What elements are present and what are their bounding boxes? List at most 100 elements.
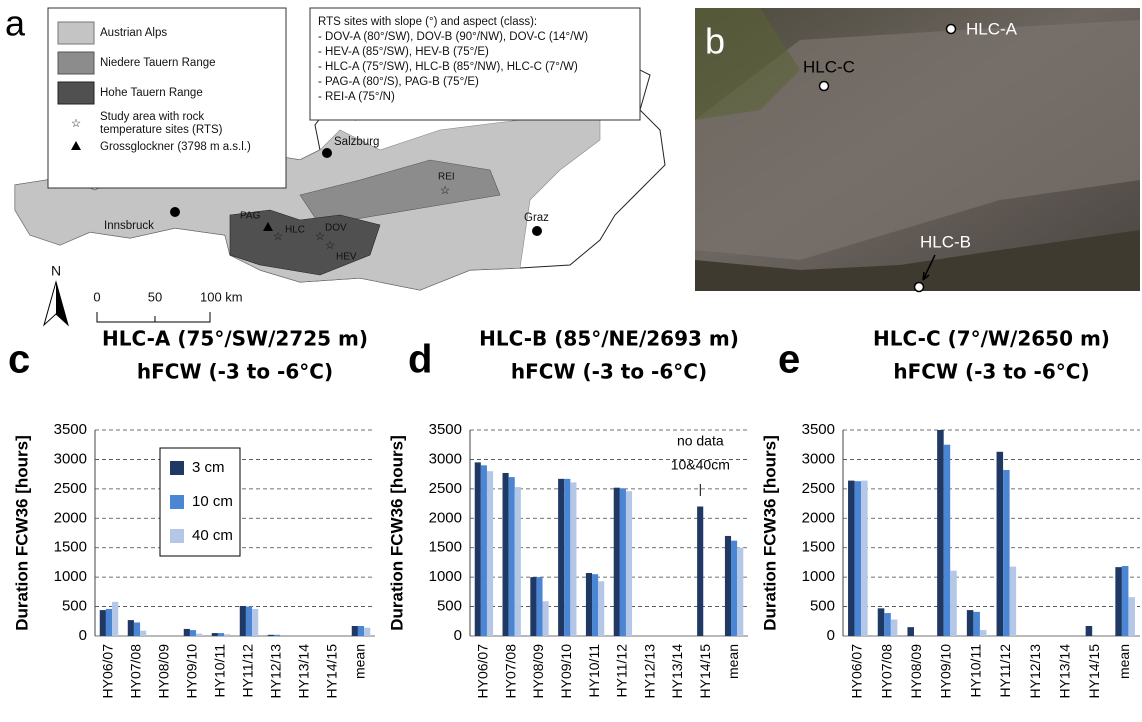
- bar: [1003, 470, 1010, 636]
- bar: [878, 608, 885, 636]
- place-label: Salzburg: [334, 136, 379, 148]
- bar: [112, 602, 118, 636]
- bar: [128, 620, 134, 636]
- bar: [364, 628, 370, 636]
- bar: [274, 635, 280, 636]
- legend-text: Austrian Alps: [100, 27, 167, 39]
- y-tick-label: 0: [454, 627, 462, 644]
- x-tick-label: HY06/07: [849, 644, 865, 699]
- chart-title: HLC-B (85°/NE/2693 m): [479, 327, 739, 351]
- bar: [944, 445, 951, 636]
- map: a ☆ Austrian Alps Niedere Tauern Range H…: [5, 3, 665, 325]
- site-label: HLC-B: [920, 232, 971, 251]
- panel-label: c: [8, 338, 30, 382]
- site-label: HLC-A: [966, 19, 1018, 38]
- bar: [967, 610, 974, 636]
- bar: [626, 491, 632, 636]
- bar: [134, 622, 140, 636]
- legend-text: Niedere Tauern Range: [100, 57, 216, 69]
- x-tick-label: HY09/10: [184, 644, 200, 699]
- x-tick-label: mean: [352, 644, 368, 679]
- legend-text: Hohe Tauern Range: [100, 87, 203, 99]
- bar: [950, 571, 957, 636]
- y-tick-label: 3500: [429, 421, 462, 438]
- legend-swatch: [170, 529, 184, 543]
- site-star: ☆: [273, 231, 283, 243]
- x-tick-label: HY14/15: [697, 644, 713, 699]
- info-line: - PAG-A (80°/S), PAG-B (75°/E): [318, 76, 479, 88]
- bar: [861, 481, 868, 636]
- charts: cHLC-A (75°/SW/2725 m)hFCW (-3 to -6°C)D…: [8, 327, 1140, 699]
- y-tick-label: 2000: [429, 509, 462, 526]
- bar: [503, 473, 509, 636]
- x-tick-label: HY13/14: [669, 644, 685, 699]
- x-tick-label: HY08/09: [156, 644, 172, 699]
- x-tick-label: HY06/07: [475, 644, 491, 699]
- bar: [614, 488, 620, 636]
- x-tick-label: HY07/08: [502, 644, 518, 699]
- legend-swatch: [170, 461, 184, 475]
- info-line: - REI-A (75°/N): [318, 91, 395, 103]
- bar: [530, 577, 536, 636]
- site-marker: [820, 82, 829, 91]
- x-tick-label: HY12/13: [641, 644, 657, 699]
- y-tick-label: 3000: [54, 450, 87, 467]
- x-tick-label: HY10/11: [212, 644, 228, 698]
- bar: [737, 548, 743, 636]
- y-tick-label: 2500: [802, 480, 835, 497]
- bar: [570, 482, 576, 636]
- bar: [725, 536, 731, 636]
- city-dot: [322, 148, 332, 158]
- legend-swatch: [58, 52, 94, 74]
- bar: [481, 465, 487, 636]
- north-label: N: [51, 263, 61, 279]
- site-star: ☆: [440, 185, 450, 197]
- x-tick-label: HY13/14: [296, 644, 312, 699]
- bar: [697, 507, 703, 636]
- scale-label: 50: [148, 289, 162, 304]
- y-tick-label: 500: [62, 598, 87, 615]
- y-tick-label: 2500: [429, 480, 462, 497]
- chart-title: HLC-C (7°/W/2650 m): [873, 327, 1110, 351]
- city-dot: [532, 226, 542, 236]
- legend-label: 10 cm: [192, 493, 233, 510]
- site-star: ☆: [315, 231, 325, 243]
- bar: [106, 609, 112, 636]
- figure: a ☆ Austrian Alps Niedere Tauern Range H…: [0, 0, 1142, 717]
- bar: [558, 479, 564, 636]
- bar: [891, 620, 898, 636]
- place-label: REI: [438, 172, 455, 183]
- x-tick-label: HY12/13: [1027, 644, 1043, 699]
- y-tick-label: 1000: [802, 568, 835, 585]
- bar: [252, 609, 258, 636]
- x-tick-label: HY09/10: [938, 644, 954, 699]
- legend-label: 40 cm: [192, 527, 233, 544]
- bar: [543, 601, 549, 636]
- bar: [1086, 626, 1093, 636]
- x-tick-label: HY11/12: [997, 644, 1013, 698]
- info-line: - HLC-A (75°/SW), HLC-B (85°/NW), HLC-C …: [318, 61, 578, 73]
- y-axis-label: Duration FCW36 [hours]: [12, 435, 31, 631]
- bar: [224, 634, 230, 636]
- x-tick-label: HY08/09: [530, 644, 546, 699]
- x-tick-label: HY11/12: [614, 644, 630, 698]
- bar: [212, 633, 218, 636]
- bar: [564, 479, 570, 636]
- place-label: HLC: [285, 225, 305, 236]
- x-tick-label: HY11/12: [240, 644, 256, 698]
- bar: [731, 541, 737, 636]
- panel-label: e: [778, 338, 800, 382]
- x-tick-label: HY10/11: [586, 644, 602, 698]
- y-tick-label: 0: [827, 627, 835, 644]
- y-axis-label: Duration FCW36 [hours]: [760, 435, 779, 631]
- legend-text: temperature sites (RTS): [100, 124, 223, 136]
- legend-text: Study area with rock: [100, 111, 204, 123]
- bar: [268, 635, 274, 636]
- place-label: PAG: [240, 211, 261, 222]
- place-label: Graz: [524, 212, 549, 224]
- legend-swatch: [58, 22, 94, 44]
- site-marker: [915, 283, 924, 292]
- y-tick-label: 500: [810, 598, 835, 615]
- y-tick-label: 3000: [802, 450, 835, 467]
- chart-title: HLC-A (75°/SW/2725 m): [102, 327, 368, 351]
